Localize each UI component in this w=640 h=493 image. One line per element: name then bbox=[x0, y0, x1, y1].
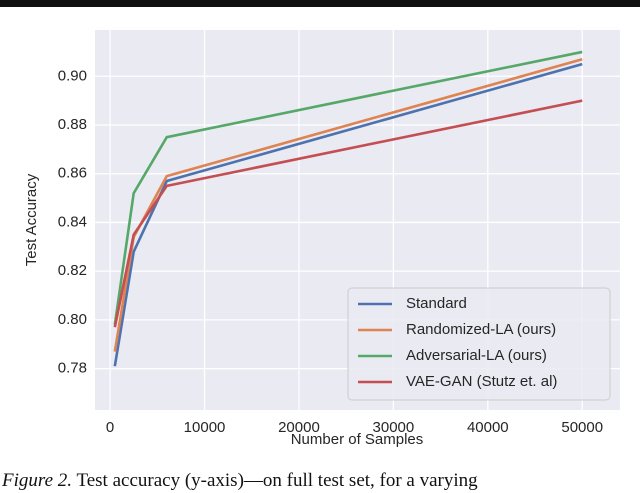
y-tick-label: 0.86 bbox=[58, 165, 87, 182]
y-axis-label: Test Accuracy bbox=[23, 173, 40, 266]
x-tick-label: 50000 bbox=[561, 419, 603, 436]
y-tick-label: 0.84 bbox=[58, 213, 87, 230]
caption-label: Figure 2. bbox=[1, 470, 72, 491]
y-tick-label: 0.78 bbox=[58, 360, 87, 377]
y-tick-label: 0.90 bbox=[58, 67, 87, 84]
x-tick-label: 40000 bbox=[467, 419, 509, 436]
legend-label: Adversarial-LA (ours) bbox=[406, 347, 547, 364]
x-axis-label: Number of Samples bbox=[291, 431, 424, 448]
series-line bbox=[113, 62, 583, 367]
x-tick-label: 10000 bbox=[184, 419, 226, 436]
caption-text: Test accuracy (y-axis)—on full test set,… bbox=[76, 470, 478, 491]
x-tick-label: 20000 bbox=[278, 419, 320, 436]
y-tick-label: 0.88 bbox=[58, 116, 87, 133]
legend-label: Randomized-LA (ours) bbox=[406, 321, 556, 338]
series-line bbox=[113, 57, 583, 352]
legend-label: Standard bbox=[406, 295, 467, 312]
series-line bbox=[113, 99, 583, 328]
legend: Standard Randomized-LA (ours) Adversarial-… bbox=[347, 287, 611, 401]
top-bar bbox=[0, 0, 640, 7]
lines bbox=[113, 50, 583, 367]
x-tick-label: 30000 bbox=[373, 419, 415, 436]
y-tick-label: 0.80 bbox=[58, 311, 87, 328]
series-line bbox=[113, 50, 583, 325]
x-tick-label: 0 bbox=[106, 419, 114, 436]
caption: Figure 2. Test accuracy (y-axis)—on full… bbox=[1, 470, 478, 491]
legend-box bbox=[347, 287, 611, 401]
legend-label: VAE-GAN (Stutz et. al) bbox=[406, 373, 557, 390]
y-tick-label: 0.82 bbox=[58, 262, 87, 279]
